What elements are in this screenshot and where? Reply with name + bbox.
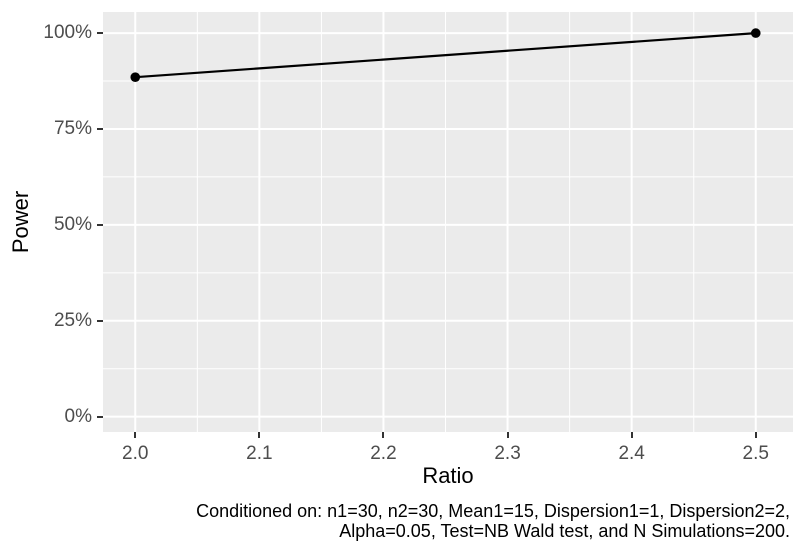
caption-line-2: Alpha=0.05, Test=NB Wald test, and N Sim…: [339, 521, 790, 541]
x-axis-title: Ratio: [422, 463, 474, 488]
x-tick-label: 2.2: [370, 443, 397, 464]
data-point: [750, 28, 761, 38]
data-line: [135, 31, 756, 79]
x-tick-label: 2.1: [246, 443, 273, 464]
y-tick-label: 75%: [53, 117, 92, 139]
caption-line-1: Conditioned on: n1=30, n2=30, Mean1=15, …: [196, 501, 790, 521]
x-tick-mark: [134, 432, 137, 438]
x-tick-mark: [506, 432, 509, 438]
y-tick-mark: [97, 223, 103, 226]
data-point: [130, 72, 141, 83]
x-tick-label: 2.0: [122, 443, 149, 464]
y-tick-label: 100%: [43, 22, 92, 44]
plot-caption: Conditioned on: n1=30, n2=30, Mean1=15, …: [196, 501, 790, 541]
y-tick-label: 50%: [53, 213, 92, 235]
y-tick-mark: [97, 319, 103, 322]
x-tick-label: 2.3: [494, 443, 521, 464]
plot-panel: [103, 12, 793, 432]
x-tick-mark: [754, 432, 757, 438]
y-tick-mark: [97, 32, 103, 35]
y-tick-mark: [97, 415, 103, 418]
x-tick-label: 2.5: [742, 443, 769, 464]
y-tick-label: 25%: [53, 309, 92, 331]
x-tick-mark: [382, 432, 385, 438]
x-tick-mark: [258, 432, 261, 438]
plot-canvas: [103, 12, 793, 432]
y-tick-mark: [97, 127, 103, 130]
x-tick-label: 2.4: [618, 443, 645, 464]
y-tick-label: 0%: [64, 405, 92, 427]
x-tick-mark: [630, 432, 633, 438]
